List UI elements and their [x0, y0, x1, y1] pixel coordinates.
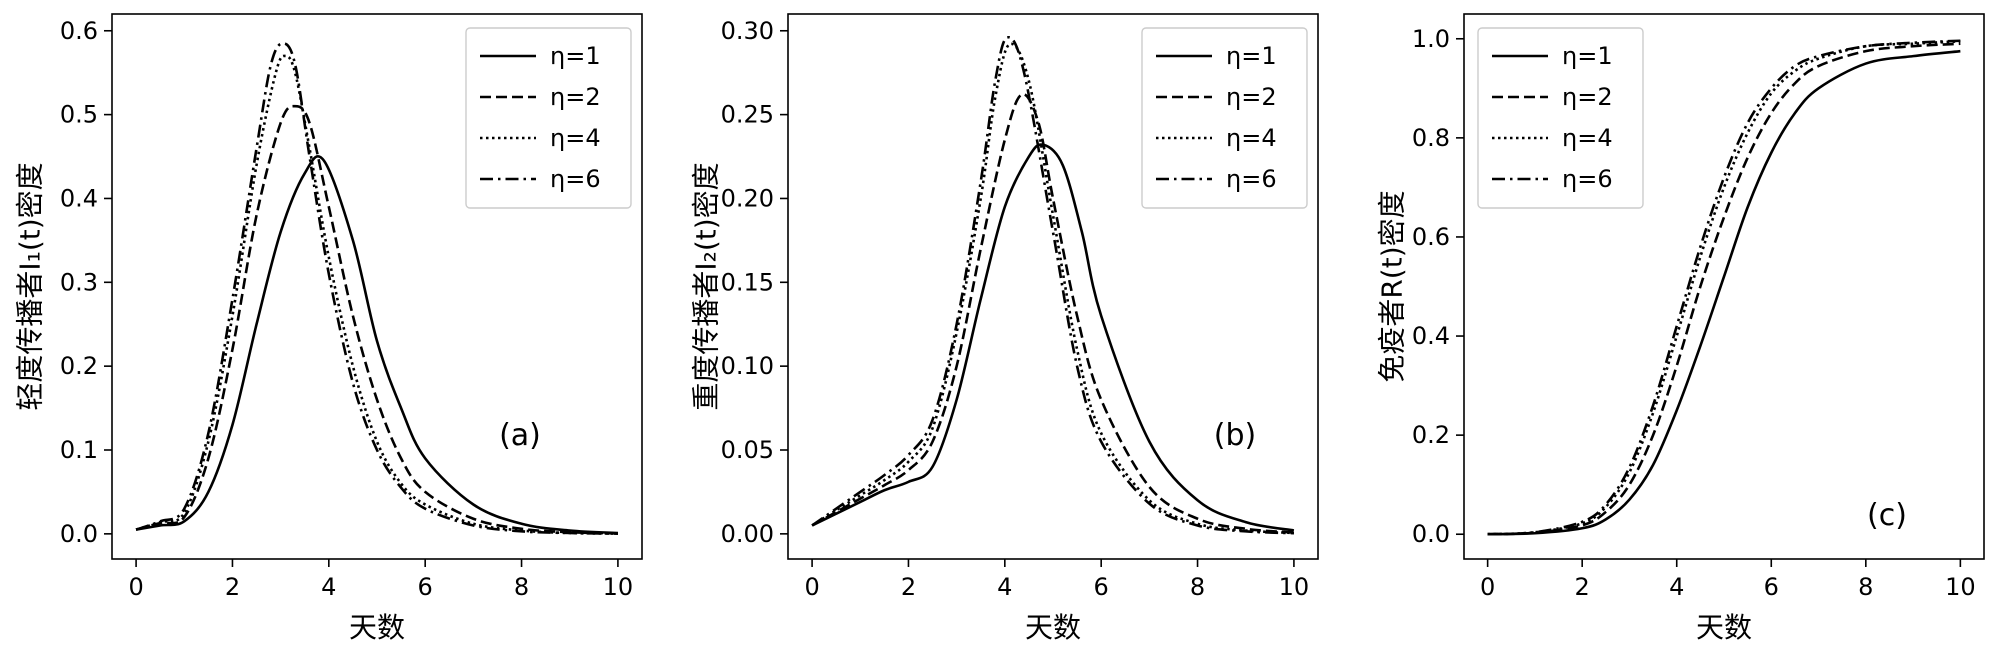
y-tick-label: 0.2: [1412, 421, 1450, 449]
legend-box: [1141, 27, 1308, 209]
y-tick-label: 0.3: [60, 268, 98, 296]
y-tick-label: 0.4: [60, 184, 98, 212]
x-tick-label: 2: [1575, 573, 1590, 601]
y-tick-label: 0.8: [1412, 124, 1450, 152]
y-tick-label: 0.00: [721, 520, 774, 548]
legend-label-1: η=1: [550, 42, 601, 70]
y-axis-label: 重度传播者I₂(t)密度: [690, 162, 723, 410]
x-tick-label: 4: [1669, 573, 1684, 601]
y-tick-label: 0.10: [721, 352, 774, 380]
y-tick-label: 0.4: [1412, 322, 1450, 350]
x-tick-label: 6: [1764, 573, 1779, 601]
legend: η=1 η=2 η=4 η=6: [1477, 27, 1644, 209]
plot-area: [1487, 39, 1961, 536]
chart-panel-1: 0 2 4 6 8 10 0.0 0.1 0.2 0.3 0.4 0.5 0.6 天数 轻度传播者I₁(t)…: [14, 13, 643, 644]
y-tick-label: 0.20: [721, 184, 774, 212]
chart-panel-3: 0 2 4 6 8 10 0.0 0.2 0.4 0.6 0.8 1.0 天数 免疫者R(t)密度 (c) η…: [1376, 13, 1985, 644]
series-line-4: [1487, 39, 1961, 536]
series-line-2: [811, 92, 1295, 534]
x-tick-label: 8: [1190, 573, 1205, 601]
y-tick-label: 0.0: [1412, 520, 1450, 548]
legend: η=1 η=2 η=4 η=6: [1141, 27, 1308, 209]
y-axis-label: 免疫者R(t)密度: [1376, 190, 1409, 382]
plot-area: [135, 42, 618, 535]
x-axis-label: 天数: [1696, 611, 1752, 644]
panel-label: (c): [1867, 498, 1907, 533]
legend-label-3: η=4: [1226, 124, 1277, 152]
x-tick-label: 10: [1279, 573, 1310, 601]
legend-label-2: η=2: [1562, 83, 1613, 111]
y-tick-label: 0.6: [1412, 223, 1450, 251]
panel-label: (b): [1214, 418, 1256, 453]
x-tick-label: 10: [1945, 573, 1976, 601]
legend-label-3: η=4: [1562, 124, 1613, 152]
legend-label-4: η=6: [1562, 165, 1613, 193]
plot-frame: [787, 13, 1319, 560]
x-tick-label: 8: [1858, 573, 1873, 601]
y-tick-label: 0.15: [721, 268, 774, 296]
y-tick-label: 0.30: [721, 17, 774, 45]
y-tick-label: 0.5: [60, 101, 98, 129]
series-line-1: [135, 155, 618, 535]
plot-frame: [111, 13, 643, 560]
plot-frame: [1463, 13, 1985, 560]
x-tick-label: 6: [1094, 573, 1109, 601]
y-axis-label: 轻度传播者I₁(t)密度: [14, 162, 47, 410]
series-line-4: [135, 42, 618, 535]
series-line-3: [1487, 39, 1961, 536]
legend-box: [1477, 27, 1644, 209]
y-tick-label: 1.0: [1412, 25, 1450, 53]
panel-label: (a): [499, 418, 541, 453]
y-tick-label: 0.05: [721, 436, 774, 464]
y-tick-label: 0.2: [60, 352, 98, 380]
y-tick-label: 0.6: [60, 17, 98, 45]
legend-label-3: η=4: [550, 124, 601, 152]
x-tick-label: 0: [1480, 573, 1495, 601]
legend-label-1: η=1: [1226, 42, 1277, 70]
series-line-1: [811, 143, 1295, 532]
series-line-2: [135, 104, 618, 535]
x-tick-label: 2: [225, 573, 240, 601]
legend-label-2: η=2: [1226, 83, 1277, 111]
x-axis-label: 天数: [349, 611, 405, 644]
series-line-4: [811, 35, 1294, 535]
y-tick-label: 0.25: [721, 101, 774, 129]
x-tick-label: 4: [321, 573, 336, 601]
series-line-2: [1487, 42, 1961, 536]
y-tick-label: 0.0: [60, 520, 98, 548]
x-tick-label: 2: [901, 573, 916, 601]
chart-panel-2: 0 2 4 6 8 10 0.00 0.05 0.10 0.15 0.20 0.25 0.30 天数 重度传…: [690, 13, 1319, 644]
legend-label-4: η=6: [550, 165, 601, 193]
series-line-1: [1487, 49, 1961, 536]
x-tick-label: 4: [997, 573, 1012, 601]
legend-label-4: η=6: [1226, 165, 1277, 193]
x-tick-label: 0: [128, 573, 143, 601]
plot-area: [811, 35, 1295, 535]
x-tick-label: 8: [514, 573, 529, 601]
x-tick-label: 6: [418, 573, 433, 601]
y-tick-label: 0.1: [60, 436, 98, 464]
legend-label-2: η=2: [550, 83, 601, 111]
x-tick-label: 10: [603, 573, 634, 601]
x-tick-label: 0: [804, 573, 819, 601]
legend-label-1: η=1: [1562, 42, 1613, 70]
legend-box: [465, 27, 632, 209]
legend: η=1 η=2 η=4 η=6: [465, 27, 632, 209]
x-axis-label: 天数: [1025, 611, 1081, 644]
